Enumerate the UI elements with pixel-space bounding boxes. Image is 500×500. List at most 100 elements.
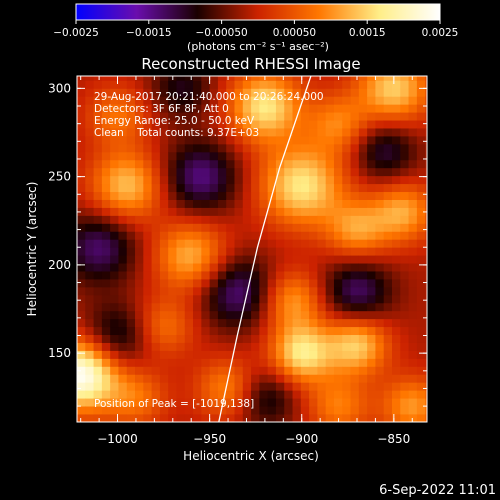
heatmap-cell: [400, 286, 409, 296]
heatmap-cell: [118, 302, 128, 312]
heatmap-cell: [93, 167, 103, 177]
heatmap-cell: [101, 302, 111, 312]
heatmap-cell: [85, 318, 94, 328]
heatmap-cell: [126, 271, 136, 280]
heatmap-cell: [292, 318, 302, 328]
heatmap-cell: [159, 199, 169, 208]
heatmap-cell: [93, 302, 103, 312]
heatmap-cell: [309, 326, 318, 336]
heatmap-cell: [135, 358, 144, 367]
heatmap-cell: [201, 239, 211, 248]
heatmap-cell: [251, 239, 260, 248]
heatmap-cell: [193, 350, 202, 359]
heatmap-cell: [400, 96, 409, 105]
heatmap-cell: [358, 326, 368, 336]
heatmap-cell: [392, 151, 401, 161]
heatmap-cell: [176, 310, 186, 320]
heatmap-cell: [408, 294, 418, 304]
heatmap-cell: [193, 271, 202, 280]
heatmap-cell: [110, 286, 119, 296]
heatmap-cell: [267, 334, 277, 343]
heatmap-cell: [416, 318, 426, 328]
heatmap-cell: [143, 191, 153, 200]
heatmap-cell: [375, 263, 385, 272]
heatmap-cell: [143, 350, 153, 359]
heatmap-cell: [234, 294, 244, 304]
heatmap-cell: [416, 334, 426, 343]
heatmap-cell: [408, 318, 418, 328]
heatmap-cell: [416, 239, 426, 248]
heatmap-cell: [416, 231, 426, 240]
heatmap-cell: [317, 120, 327, 129]
heatmap-cell: [367, 350, 376, 359]
heatmap-cell: [275, 80, 285, 89]
heatmap-cell: [425, 112, 427, 121]
heatmap-cell: [77, 318, 86, 328]
heatmap-cell: [101, 398, 111, 407]
heatmap-cell: [375, 374, 385, 383]
heatmap-cell: [77, 286, 86, 296]
heatmap-cell: [317, 398, 327, 407]
heatmap-cell: [209, 143, 219, 153]
heatmap-cell: [317, 294, 327, 304]
heatmap-cell: [408, 143, 418, 153]
heatmap-cell: [159, 263, 169, 272]
heatmap-cell: [325, 414, 335, 422]
heatmap-cell: [358, 223, 368, 232]
heatmap-cell: [184, 239, 194, 248]
heatmap-cell: [110, 88, 119, 97]
heatmap-cell: [201, 88, 211, 97]
heatmap-cell: [333, 382, 343, 391]
heatmap-cell: [259, 318, 269, 328]
heatmap-cell: [201, 334, 211, 343]
heatmap-cell: [267, 271, 277, 280]
heatmap-cell: [159, 151, 169, 161]
heatmap-cell: [143, 239, 153, 248]
heatmap-cell: [118, 279, 128, 288]
heatmap-cell: [383, 120, 393, 129]
heatmap-cell: [201, 342, 211, 351]
heatmap-cell: [333, 350, 343, 359]
heatmap-cell: [118, 350, 128, 359]
heatmap-cell: [325, 302, 335, 312]
heatmap-cell: [217, 326, 227, 336]
heatmap-cell: [375, 159, 385, 169]
heatmap-cell: [217, 358, 227, 367]
heatmap-cell: [358, 120, 368, 129]
heatmap-cell: [425, 334, 427, 343]
heatmap-cell: [184, 318, 194, 328]
heatmap-cell: [193, 390, 202, 399]
heatmap-cell: [101, 159, 111, 169]
heatmap-cell: [425, 239, 427, 248]
heatmap-cell: [408, 414, 418, 422]
heatmap-cell: [317, 350, 327, 359]
heatmap-cell: [168, 358, 177, 367]
heatmap-cell: [383, 342, 393, 351]
heatmap-cell: [275, 231, 285, 240]
heatmap-cell: [242, 223, 252, 232]
heatmap-cell: [358, 366, 368, 375]
heatmap-cell: [292, 398, 302, 407]
heatmap-cell: [358, 231, 368, 240]
heatmap-cell: [325, 120, 335, 129]
heatmap-cell: [85, 88, 94, 97]
heatmap-cell: [251, 215, 260, 224]
heatmap-cell: [77, 183, 86, 193]
heatmap-cell: [425, 294, 427, 304]
heatmap-cell: [342, 175, 351, 185]
heatmap-cell: [217, 231, 227, 240]
heatmap-cell: [425, 255, 427, 264]
heatmap-cell: [358, 88, 368, 97]
heatmap-cell: [400, 231, 409, 240]
heatmap-cell: [101, 374, 111, 383]
heatmap-cell: [408, 215, 418, 224]
heatmap-cell: [126, 406, 136, 415]
heatmap-cell: [309, 374, 318, 383]
heatmap-cell: [209, 223, 219, 232]
heatmap-cell: [251, 159, 260, 169]
heatmap-cell: [209, 271, 219, 280]
heatmap-cell: [168, 80, 177, 89]
heatmap-cell: [209, 159, 219, 169]
heatmap-cell: [292, 104, 302, 113]
heatmap-cell: [209, 294, 219, 304]
